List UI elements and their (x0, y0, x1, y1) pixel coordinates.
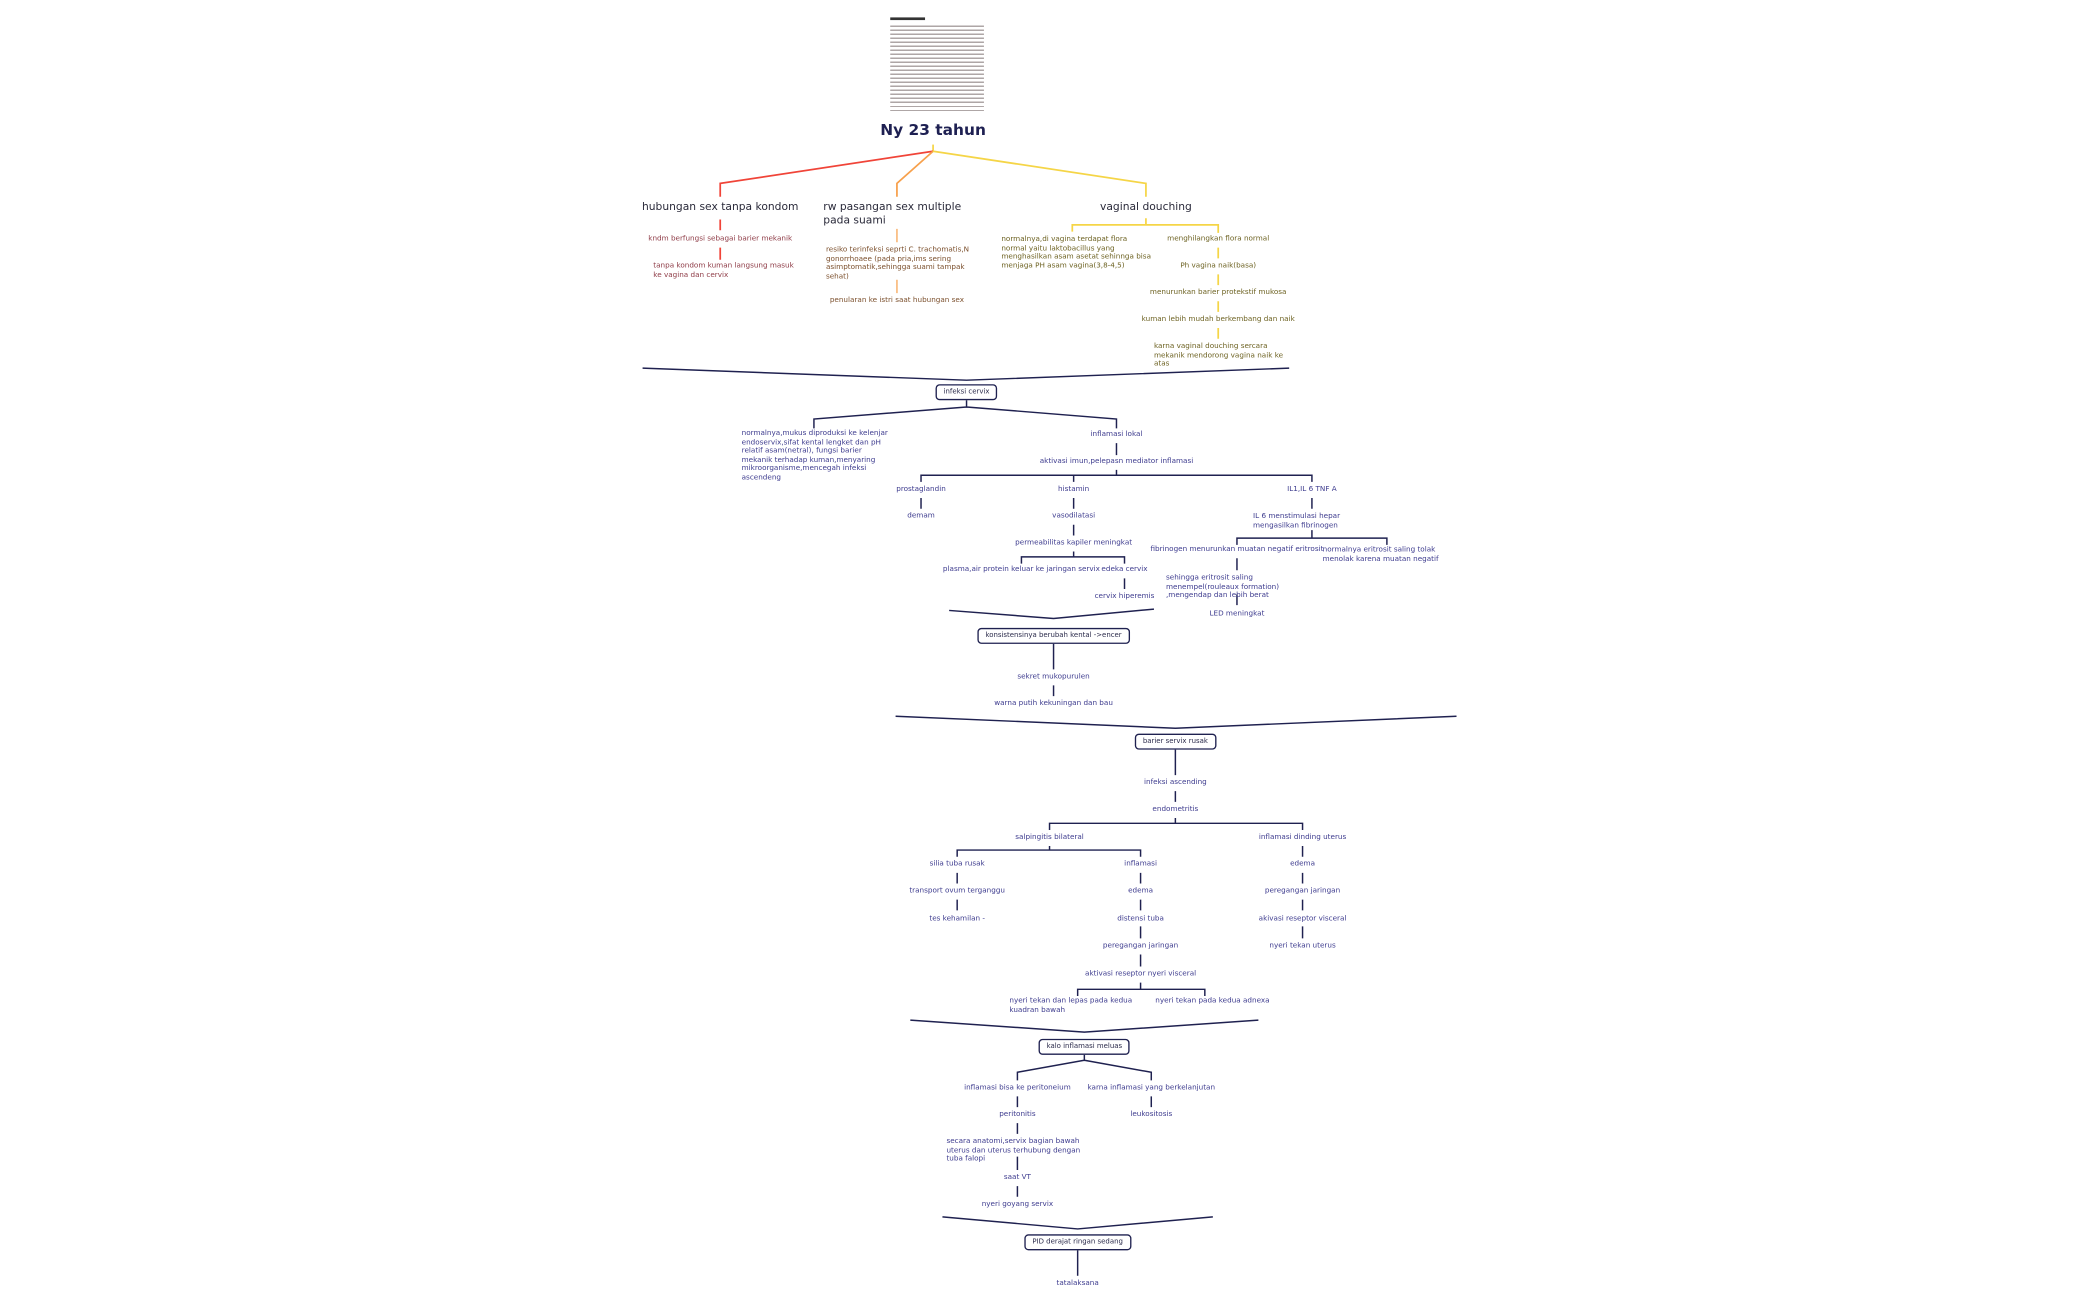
demam: demam (907, 512, 935, 521)
peregangan: peregangan jaringan (1102, 942, 1179, 951)
douching-item: kuman lebih mudah berkembang dan naik (1141, 315, 1295, 324)
led-meningkat: LED meningkat (1209, 610, 1265, 619)
warna: warna putih kekuningan dan bau (994, 699, 1113, 708)
cause-partner: rw pasangan sex multiple pada suami (823, 200, 962, 227)
douching-item: menurunkan barier protekstif mukosa (1149, 288, 1287, 297)
inflamasi: inflamasi (1124, 860, 1157, 869)
leukositosis: leukositosis (1130, 1110, 1173, 1119)
aktivasi-reseptor: aktivasi reseptor nyeri visceral (1085, 970, 1197, 979)
permeabilitas: permeabilitas kapiler meningkat (1015, 539, 1133, 548)
saat-vt: saat VT (1003, 1173, 1031, 1182)
distensi: distensi tuba (1117, 915, 1164, 924)
edema: edema (1128, 887, 1154, 896)
tes-kehamilan: tes kehamilan - (929, 915, 985, 924)
node-barier-rusak[interactable]: barier servix rusak (1134, 733, 1216, 750)
fibrinogen-eritrosit: fibrinogen menurunkan muatan negatif eri… (1150, 545, 1324, 554)
eritrosit-normal: normalnya eritrosit saling tolak menolak… (1322, 546, 1439, 564)
document-thumbnail (890, 16, 984, 118)
il-tnf: IL1,IL 6 TNF A (1287, 485, 1337, 494)
rouleaux: sehingga eritrosit saling menempel(roule… (1166, 574, 1280, 600)
edema-cervix: edeka cervix (1101, 565, 1148, 574)
meluas-left: inflamasi bisa ke peritoneium (964, 1083, 1071, 1092)
node-infeksi-cervix[interactable]: infeksi cervix (935, 384, 998, 401)
uterus-item: nyeri tekan uterus (1269, 942, 1336, 951)
douching-item: karna vaginal douching sercara mekanik m… (1153, 342, 1284, 369)
infeksi-ascending: infeksi ascending (1144, 778, 1207, 787)
nyeri-kuadran: nyeri tekan dan lepas pada kedua kuadran… (1009, 997, 1133, 1015)
cervix-normal: normalnya,mukus diproduksi ke kelenjar e… (741, 429, 888, 482)
douching-normal: normalnya,di vagina terdapat flora norma… (1001, 235, 1152, 271)
condom-item: kndm berfungsi sebagai barier mekanik (648, 235, 793, 244)
douching-item: Ph vagina naik(basa) (1180, 261, 1257, 271)
meluas-right: karna inflamasi yang berkelanjutan (1087, 1083, 1216, 1092)
endometritis: endometritis (1152, 805, 1199, 814)
cause-douching: vaginal douching (1100, 200, 1192, 213)
il6-fibrinogen: IL 6 menstimulasi hepar mengasilkan fibr… (1253, 512, 1341, 530)
salpingitis: salpingitis bilateral (1015, 833, 1084, 842)
douching-item: menghilangkan flora normal (1167, 235, 1270, 244)
partner-item: penularan ke istri saat hubungan sex (829, 296, 965, 305)
node-konsistensi[interactable]: konsistensinya berubah kental ->encer (977, 627, 1130, 644)
cervix-hiperemis: cervix hiperemis (1094, 592, 1155, 601)
condom-item: tanpa kondom kuman langsung masuk ke vag… (653, 262, 794, 280)
prostaglandin: prostaglandin (896, 485, 946, 494)
sekret: sekret mukopurulen (1017, 672, 1090, 682)
node-meluas[interactable]: kalo inflamasi meluas (1038, 1038, 1131, 1055)
uterus-item: inflamasi dinding uterus (1258, 833, 1347, 842)
nyeri-goyang: nyeri goyang servix (981, 1200, 1054, 1209)
transport-ovum: transport ovum terganggu (909, 887, 1005, 896)
uterus-item: peregangan jaringan (1264, 887, 1341, 896)
inflamasi-lokal: inflamasi lokal (1090, 430, 1143, 439)
cause-condom: hubungan sex tanpa kondom (641, 200, 799, 213)
histamin: histamin (1058, 485, 1090, 494)
vasodilatasi: vasodilatasi (1052, 512, 1096, 521)
plasma-keluar: plasma,air protein keluar ke jaringan se… (942, 565, 1100, 574)
uterus-item: edema (1290, 860, 1316, 869)
peritonitis: peritonitis (999, 1110, 1036, 1119)
silia: silia tuba rusak (929, 860, 985, 869)
anatomi: secara anatomi,servix bagian bawah uteru… (946, 1137, 1081, 1164)
uterus-item: akivasi reseptor visceral (1258, 915, 1347, 924)
partner-item: resiko terinfeksi seprti C. trachomatis,… (825, 246, 970, 281)
nyeri-adnexa: nyeri tekan pada kedua adnexa (1155, 997, 1270, 1006)
node-pid[interactable]: PID derajat ringan sedang (1024, 1234, 1131, 1251)
aktivasi-imun: aktivasi imun,pelepasn mediator inflamas… (1039, 457, 1194, 466)
tatalaksana: tatalaksana (1056, 1279, 1099, 1288)
root-node: Ny 23 tahun (880, 120, 986, 139)
